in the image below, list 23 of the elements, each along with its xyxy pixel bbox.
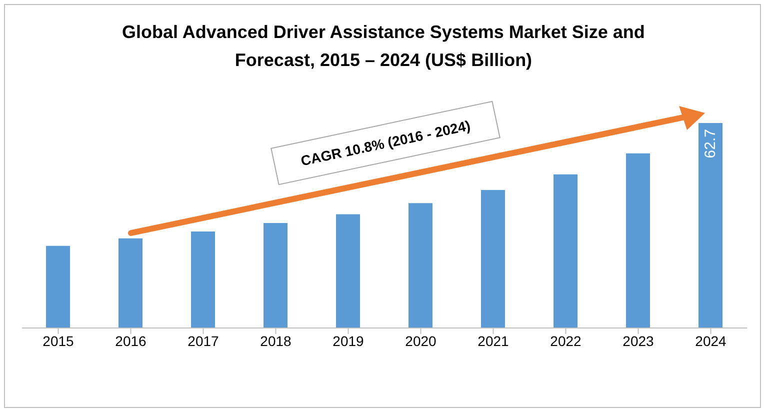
x-tick-label: 2017: [188, 332, 220, 349]
x-tick-label: 2021: [478, 332, 510, 349]
bar: [336, 214, 360, 328]
bar: [554, 174, 578, 328]
x-tick-label: 2019: [332, 332, 364, 349]
bar: [626, 153, 650, 328]
bar: [408, 203, 432, 328]
x-tick-label: 2024: [695, 332, 727, 349]
bar: [698, 123, 722, 328]
x-tick-label: 2020: [405, 332, 437, 349]
data-label: 62.7: [702, 129, 719, 158]
bar: [481, 190, 505, 328]
bar: [46, 246, 70, 328]
x-tick-label: 2022: [550, 332, 582, 349]
bar: [191, 232, 215, 328]
x-tick-label: 2018: [260, 332, 292, 349]
x-tick-label: 2016: [115, 332, 147, 349]
x-tick-label: 2023: [622, 332, 654, 349]
x-tick-label: 2015: [42, 332, 74, 349]
chart-title: Global Advanced Driver Assistance Systems Market Size and Forecast, 2015 – 2024 (US$ Billion): [121, 21, 646, 72]
text-box: CAGR 10.8% (2016 - 2024): [270, 100, 500, 186]
bar: [264, 223, 288, 328]
bar: [118, 238, 142, 328]
